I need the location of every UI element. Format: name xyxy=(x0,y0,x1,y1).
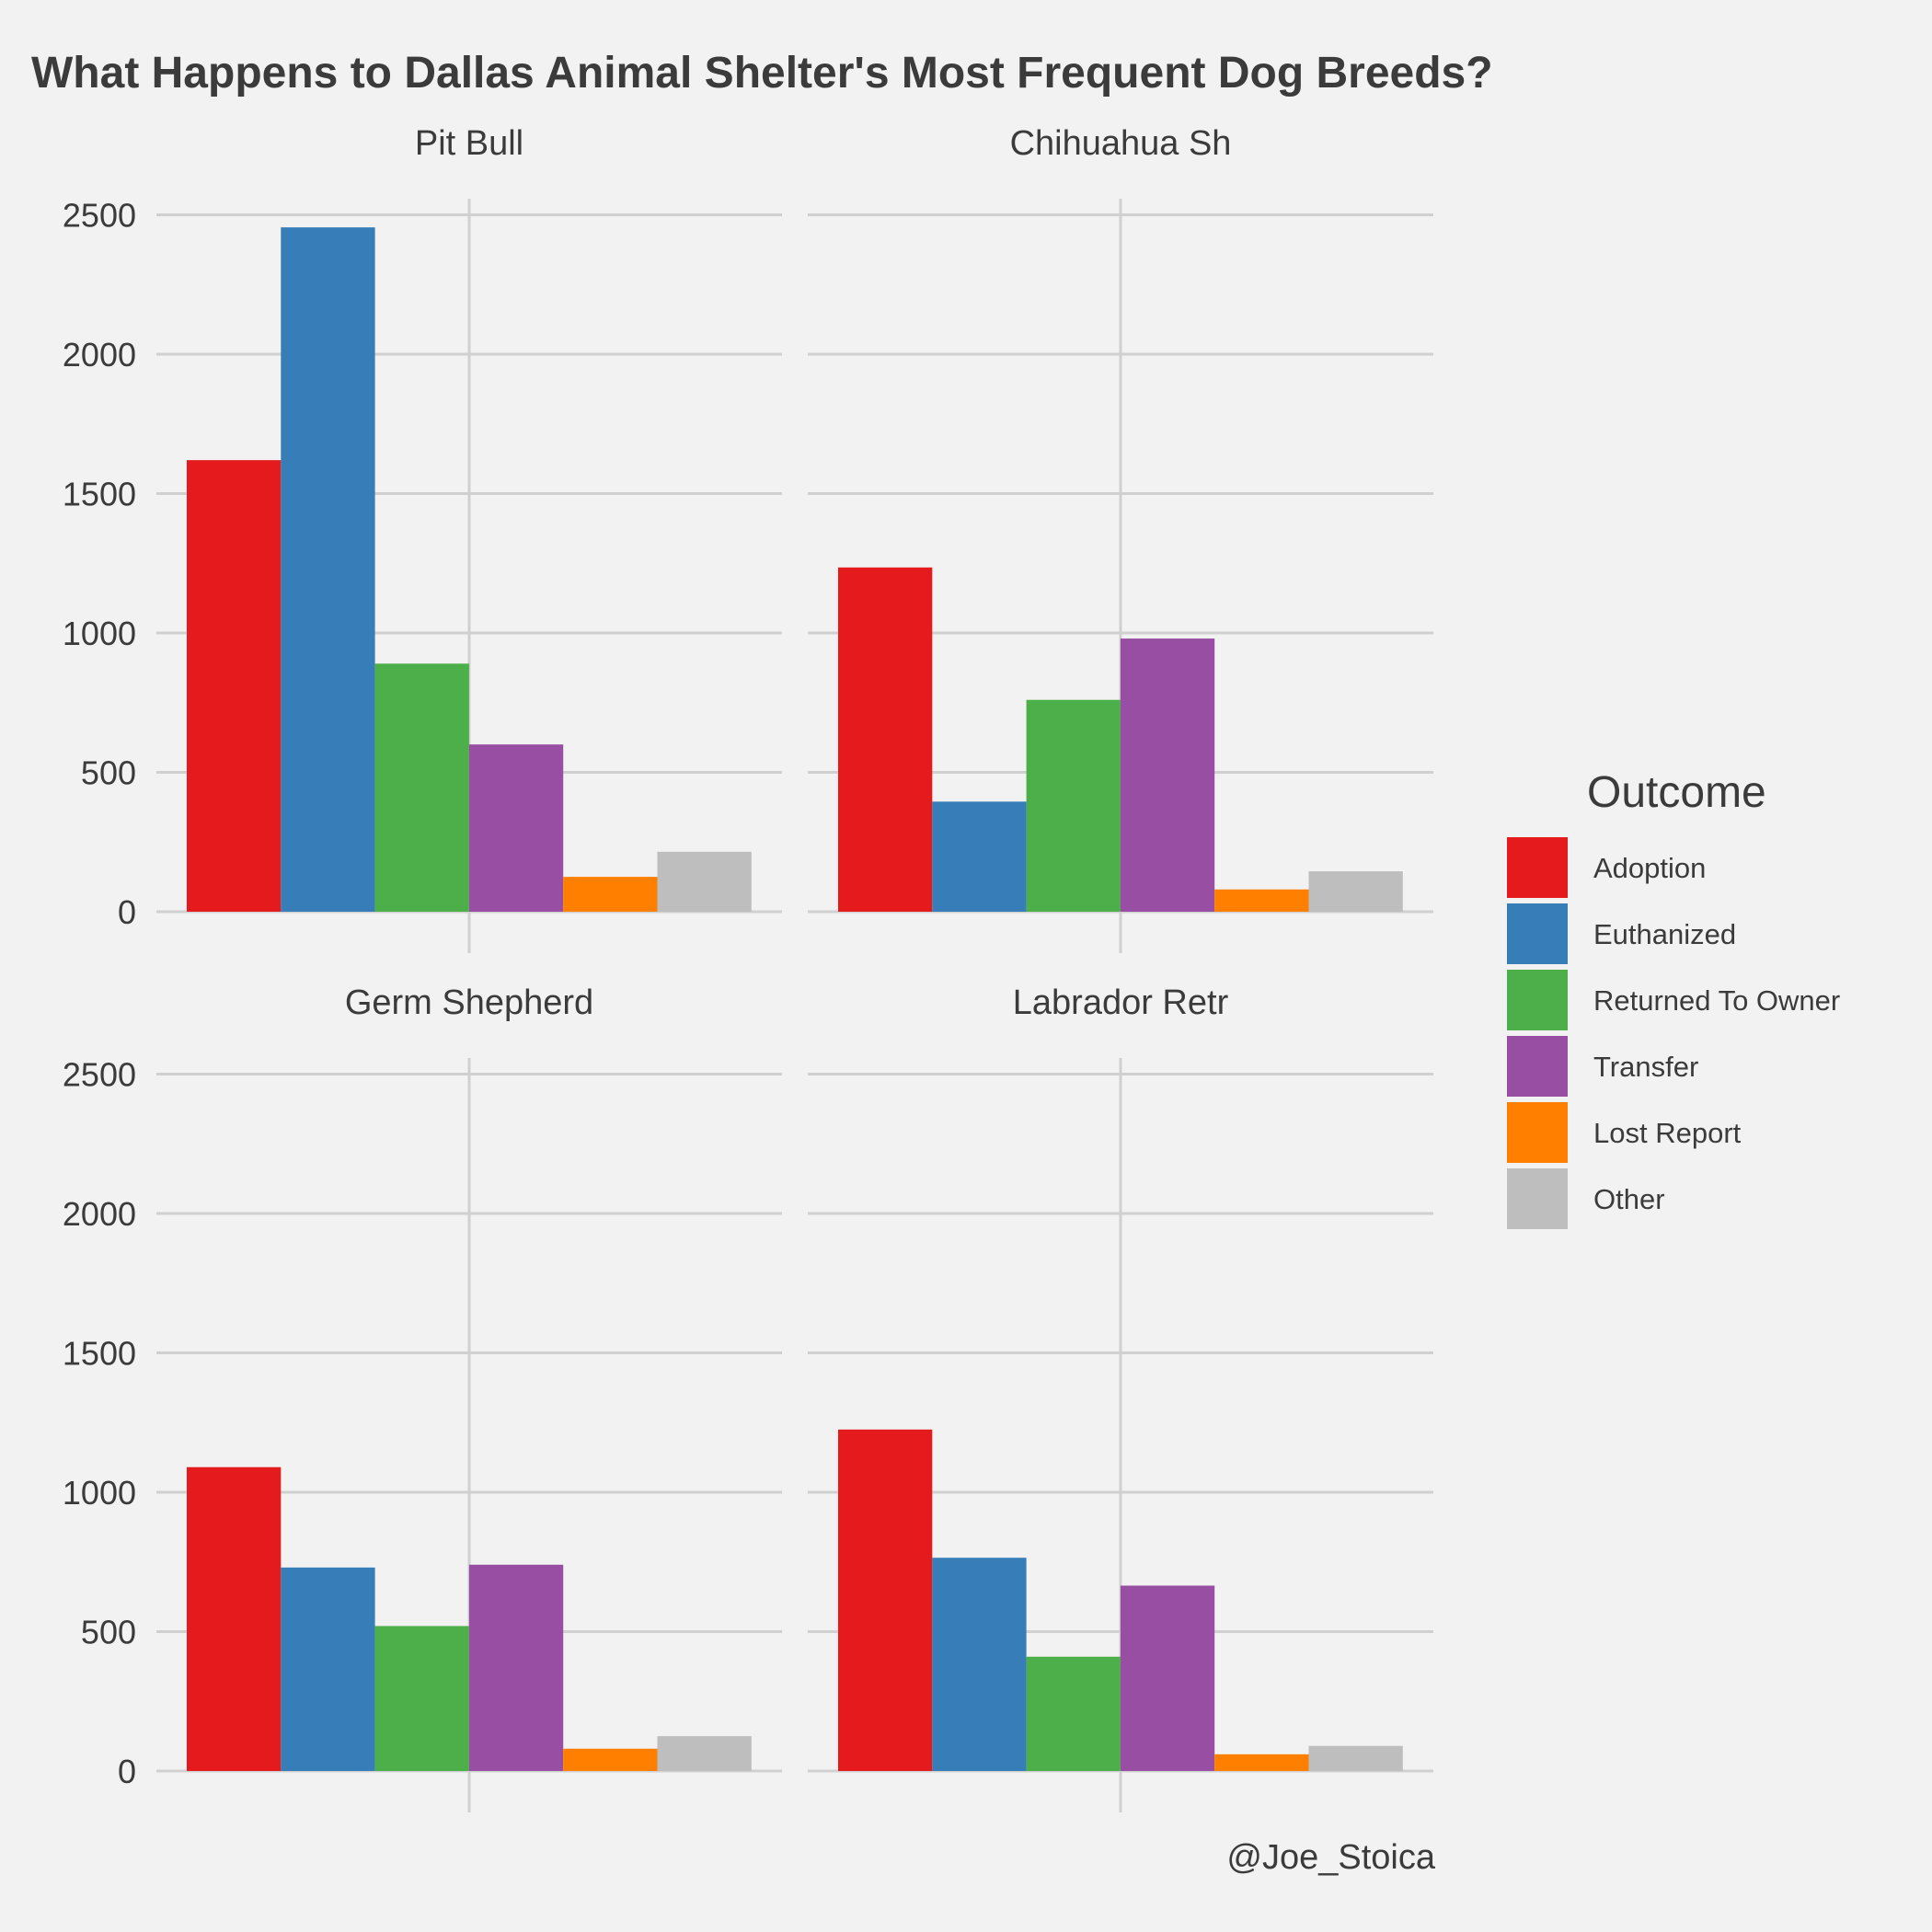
legend-swatch xyxy=(1507,970,1568,1030)
y-tick-label: 500 xyxy=(81,1614,136,1651)
legend-item-euthanized: Euthanized xyxy=(1507,903,1736,964)
bar-germ-shepherd-euthanized xyxy=(281,1567,375,1771)
chart-title: What Happens to Dallas Animal Shelter's … xyxy=(31,49,1493,98)
legend: Outcome Adoption Euthanized Returned To Ow… xyxy=(1507,768,1840,1229)
bar-germ-shepherd-transfer xyxy=(468,1564,564,1771)
y-tick-label: 2500 xyxy=(63,197,136,235)
y-tick-label: 1000 xyxy=(63,1474,136,1512)
legend-swatch xyxy=(1507,1168,1568,1229)
y-tick-label: 500 xyxy=(81,754,136,792)
bar-pit-bull-transfer xyxy=(468,744,564,912)
legend-label: Returned To Owner xyxy=(1593,984,1840,1017)
facet-title: Labrador Retr xyxy=(1013,983,1229,1022)
bar-chihuahua-sh-transfer xyxy=(1120,638,1215,912)
y-tick-label: 2500 xyxy=(63,1056,136,1094)
chart-caption: @Joe_Stoica xyxy=(1226,1838,1435,1877)
facet-title: Germ Shepherd xyxy=(345,983,593,1022)
legend-label: Transfer xyxy=(1593,1051,1698,1083)
legend-swatch xyxy=(1507,1036,1568,1097)
facet-title: Pit Bull xyxy=(415,124,523,163)
bar-pit-bull-other xyxy=(657,851,752,912)
y-tick-label: 1500 xyxy=(63,1335,136,1373)
legend-swatch xyxy=(1507,903,1568,964)
bar-chihuahua-sh-euthanized xyxy=(932,801,1027,912)
legend-item-transfer: Transfer xyxy=(1507,1036,1698,1097)
legend-item-returned-to-owner: Returned To Owner xyxy=(1507,970,1840,1030)
bar-pit-bull-lost-report xyxy=(563,877,658,912)
legend-item-adoption: Adoption xyxy=(1507,837,1706,898)
legend-label: Other xyxy=(1593,1183,1665,1215)
bar-chihuahua-sh-lost-report xyxy=(1214,889,1309,912)
facet-title: Chihuahua Sh xyxy=(1010,124,1232,163)
facet-pit-bull: Pit Bull 0 500 1000 1500 2000 2500 xyxy=(63,124,782,953)
legend-swatch xyxy=(1507,837,1568,898)
bar-pit-bull-returned-to-owner xyxy=(374,663,469,912)
bar-germ-shepherd-adoption xyxy=(187,1466,282,1771)
bar-labrador-retr-lost-report xyxy=(1214,1754,1309,1771)
bar-labrador-retr-returned-to-owner xyxy=(1026,1656,1121,1771)
facet-chihuahua-sh: Chihuahua Sh xyxy=(808,124,1433,953)
bar-germ-shepherd-lost-report xyxy=(563,1748,658,1771)
y-tick-label: 2000 xyxy=(63,336,136,374)
y-tick-label: 2000 xyxy=(63,1195,136,1233)
facet-germ-shepherd: Germ Shepherd 0 500 1000 1500 2000 2500 xyxy=(63,983,782,1812)
legend-label: Adoption xyxy=(1593,852,1706,884)
legend-label: Euthanized xyxy=(1593,918,1736,950)
bar-pit-bull-euthanized xyxy=(281,227,375,912)
bar-chihuahua-sh-returned-to-owner xyxy=(1026,699,1121,912)
y-tick-label: 1500 xyxy=(63,476,136,513)
y-tick-label: 0 xyxy=(118,1753,136,1790)
bar-chihuahua-sh-adoption xyxy=(838,567,933,912)
bar-pit-bull-adoption xyxy=(187,460,282,912)
bar-labrador-retr-transfer xyxy=(1120,1585,1215,1771)
bar-chihuahua-sh-other xyxy=(1308,871,1403,912)
facets-layer: Pit Bull 0 500 1000 1500 2000 2500 Chihuahua Sh… xyxy=(63,124,1433,1812)
legend-label: Lost Report xyxy=(1593,1117,1742,1149)
legend-item-other: Other xyxy=(1507,1168,1665,1229)
legend-item-lost-report: Lost Report xyxy=(1507,1102,1742,1163)
bar-labrador-retr-euthanized xyxy=(932,1558,1027,1771)
bar-germ-shepherd-returned-to-owner xyxy=(374,1626,469,1771)
legend-swatch xyxy=(1507,1102,1568,1163)
bar-labrador-retr-other xyxy=(1308,1745,1403,1771)
y-tick-label: 0 xyxy=(118,893,136,931)
bar-labrador-retr-adoption xyxy=(838,1429,933,1771)
legend-title: Outcome xyxy=(1587,768,1766,817)
bar-germ-shepherd-other xyxy=(657,1736,752,1771)
y-tick-label: 1000 xyxy=(63,615,136,652)
facet-labrador-retr: Labrador Retr xyxy=(808,983,1433,1812)
